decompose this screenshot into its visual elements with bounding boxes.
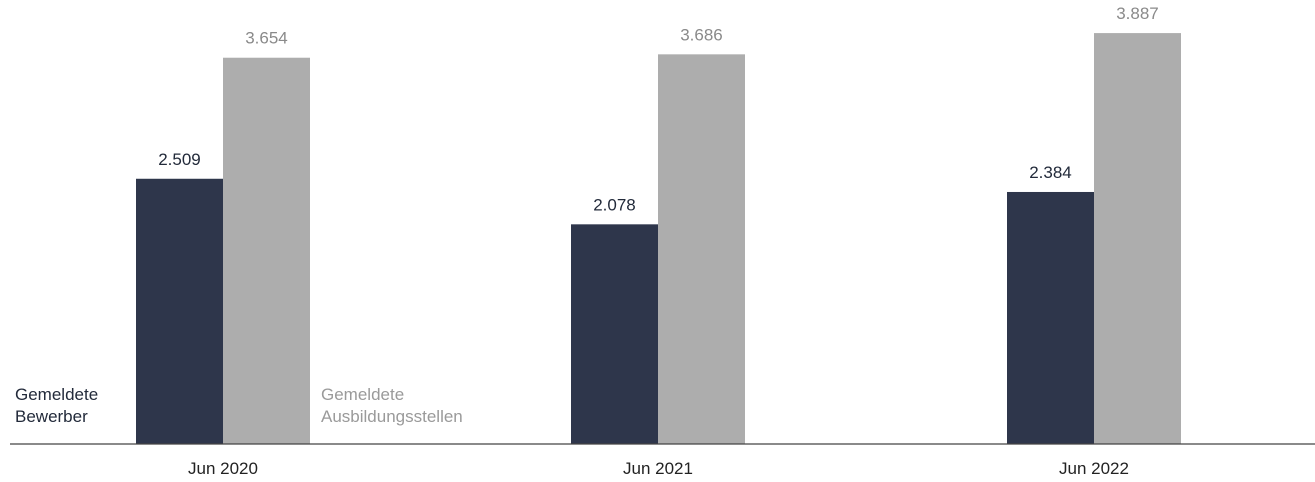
x-tick-label: Jun 2020 [188,459,258,477]
series-label-ausbildungsstellen: Gemeldete [321,385,404,404]
x-tick-label: Jun 2021 [623,459,693,477]
value-label: 3.654 [245,29,288,48]
series-labels-layer: Gemeldete Bewerber Gemeldete Ausbildungsste… [15,385,463,426]
series-label-ausbildungsstellen: Ausbildungsstellen [321,407,463,426]
value-label: 3.686 [680,25,723,44]
bar-bewerber-1 [136,178,223,444]
bar-ausbildungsstellen-3 [1094,33,1181,445]
value-labels-layer: 2.509 3.654 2.078 3.686 2.384 3.887 [158,4,1159,214]
bar-ausbildungsstellen-1 [223,57,310,444]
value-label: 2.384 [1029,163,1072,182]
series-label-bewerber: Gemeldete [15,385,98,404]
bar-bewerber-3 [1007,191,1094,444]
x-tick-labels-layer: Jun 2020 Jun 2021 Jun 2022 [188,459,1129,478]
bar-bewerber-2 [571,224,658,444]
x-tick-label: Jun 2022 [1059,459,1129,477]
bar-ausbildungsstellen-2 [658,54,745,444]
value-label: 3.887 [1116,4,1159,23]
series-label-bewerber: Bewerber [15,407,88,426]
value-label: 2.509 [158,150,201,169]
value-label: 2.078 [593,195,636,214]
bars-layer [136,33,1181,445]
